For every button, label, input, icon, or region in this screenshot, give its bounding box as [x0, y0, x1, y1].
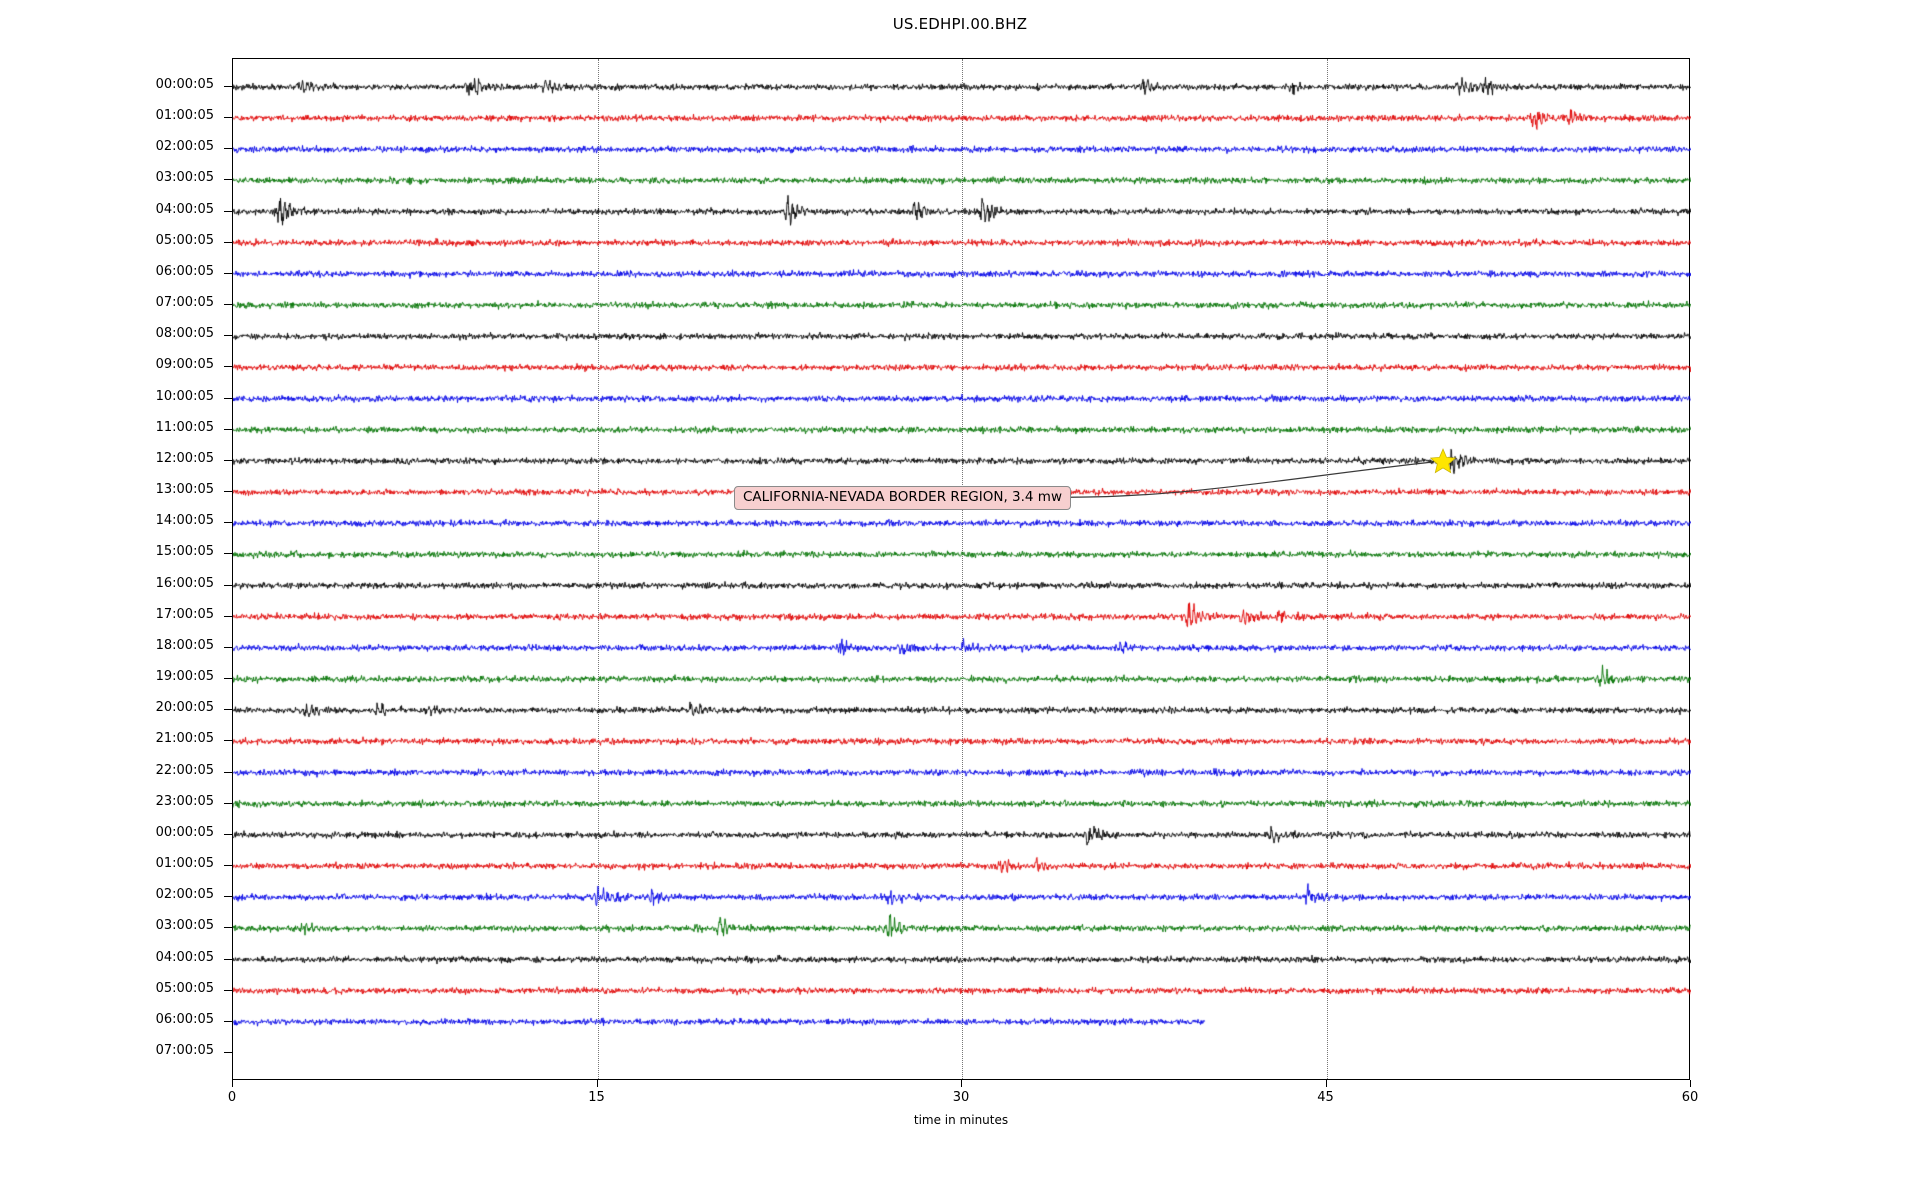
- y-tick-label: 02:00:05: [155, 139, 214, 155]
- y-tick-mark: [224, 459, 232, 461]
- x-axis-title: time in minutes: [913, 1113, 1009, 1127]
- y-tick-mark: [224, 117, 232, 119]
- x-tick-mark: [596, 1080, 598, 1087]
- y-tick-label: 08:00:05: [155, 326, 214, 342]
- y-tick-mark: [224, 86, 232, 87]
- y-tick-mark: [224, 148, 232, 150]
- y-tick-mark: [224, 397, 232, 399]
- y-tick-label: 11:00:05: [155, 419, 214, 435]
- y-tick-mark: [224, 304, 232, 306]
- seismogram-traces: [233, 59, 1691, 1081]
- y-tick-mark: [224, 241, 232, 243]
- y-tick-mark: [224, 927, 232, 929]
- y-tick-label: 04:00:05: [155, 949, 214, 965]
- y-tick-label: 23:00:05: [155, 793, 214, 809]
- x-tick-mark: [1690, 1080, 1691, 1087]
- y-tick-label: 00:00:05: [155, 824, 214, 840]
- y-tick-label: 03:00:05: [155, 170, 214, 186]
- y-tick-mark: [224, 210, 232, 212]
- plot-area: CALIFORNIA-NEVADA BORDER REGION, 3.4 mw: [232, 58, 1691, 1081]
- y-tick-mark: [224, 678, 232, 680]
- y-tick-label: 15:00:05: [155, 544, 214, 560]
- y-tick-label: 05:00:05: [155, 232, 214, 248]
- y-tick-label: 21:00:05: [155, 731, 214, 747]
- y-tick-label: 05:00:05: [155, 980, 214, 996]
- y-tick-label: 13:00:05: [155, 482, 214, 498]
- y-tick-label: 07:00:05: [155, 1043, 214, 1058]
- y-tick-label: 22:00:05: [155, 762, 214, 778]
- y-tick-mark: [224, 584, 232, 586]
- y-tick-mark: [224, 179, 232, 181]
- annotation-layer: CALIFORNIA-NEVADA BORDER REGION, 3.4 mw: [233, 59, 1689, 1079]
- y-tick-mark: [224, 740, 232, 742]
- earthquake-star-icon: [1429, 448, 1457, 474]
- y-tick-mark: [224, 865, 232, 867]
- x-tick-mark: [1325, 1080, 1327, 1087]
- y-tick-mark: [224, 428, 232, 430]
- y-tick-mark: [224, 896, 232, 898]
- x-tick-label: 30: [952, 1090, 970, 1105]
- x-tick-label: 60: [1681, 1090, 1699, 1105]
- y-tick-label: 14:00:05: [155, 513, 214, 529]
- y-tick-mark: [224, 989, 232, 991]
- x-tick-label: 0: [227, 1090, 237, 1105]
- y-tick-label: 06:00:05: [155, 1011, 214, 1027]
- x-axis-tick-labels: 0 15 30 45 60: [0, 1080, 1920, 1140]
- y-tick-label: 07:00:05: [155, 295, 214, 311]
- x-tick-label: 15: [588, 1090, 605, 1105]
- y-tick-mark: [224, 802, 232, 804]
- y-tick-label: 04:00:05: [155, 201, 214, 217]
- y-tick-label: 01:00:05: [155, 108, 214, 124]
- y-tick-mark: [224, 646, 232, 648]
- y-tick-mark: [224, 1052, 232, 1053]
- y-tick-mark: [224, 553, 232, 555]
- y-tick-mark: [224, 272, 232, 274]
- page-title: US.EDHPI.00.BHZ: [892, 15, 1028, 33]
- y-tick-mark: [224, 833, 232, 835]
- y-tick-mark: [224, 1020, 232, 1022]
- y-tick-mark: [224, 615, 232, 617]
- y-tick-label: 03:00:05: [155, 918, 214, 934]
- x-tick-label: 45: [1317, 1090, 1334, 1105]
- y-tick-label: 00:00:05: [155, 77, 214, 92]
- y-tick-label: 10:00:05: [155, 388, 214, 404]
- y-tick-mark: [224, 709, 232, 711]
- y-tick-mark: [224, 491, 232, 493]
- x-tick-mark: [961, 1080, 962, 1087]
- y-tick-label: 16:00:05: [155, 575, 214, 591]
- x-tick-mark: [232, 1080, 233, 1087]
- y-tick-label: 02:00:05: [155, 887, 214, 903]
- y-tick-mark: [224, 522, 232, 524]
- event-annotation-label: CALIFORNIA-NEVADA BORDER REGION, 3.4 mw: [734, 485, 1071, 511]
- y-tick-mark: [224, 958, 232, 960]
- y-tick-label: 20:00:05: [155, 700, 214, 716]
- y-tick-label: 01:00:05: [155, 856, 214, 872]
- y-tick-mark: [224, 366, 232, 368]
- y-tick-mark: [224, 771, 232, 773]
- y-tick-label: 09:00:05: [155, 357, 214, 373]
- annotation-leader-line: [1069, 461, 1432, 498]
- y-axis-tick-labels: 00:00:05 01:00:05 02:00:05 03:00:05 04:00:05…: [0, 58, 232, 1080]
- y-tick-label: 06:00:05: [155, 263, 214, 279]
- y-tick-mark: [224, 335, 232, 337]
- y-tick-label: 17:00:05: [155, 606, 214, 622]
- y-tick-label: 12:00:05: [155, 450, 214, 466]
- y-tick-label: 19:00:05: [155, 669, 214, 685]
- y-tick-label: 18:00:05: [155, 637, 214, 653]
